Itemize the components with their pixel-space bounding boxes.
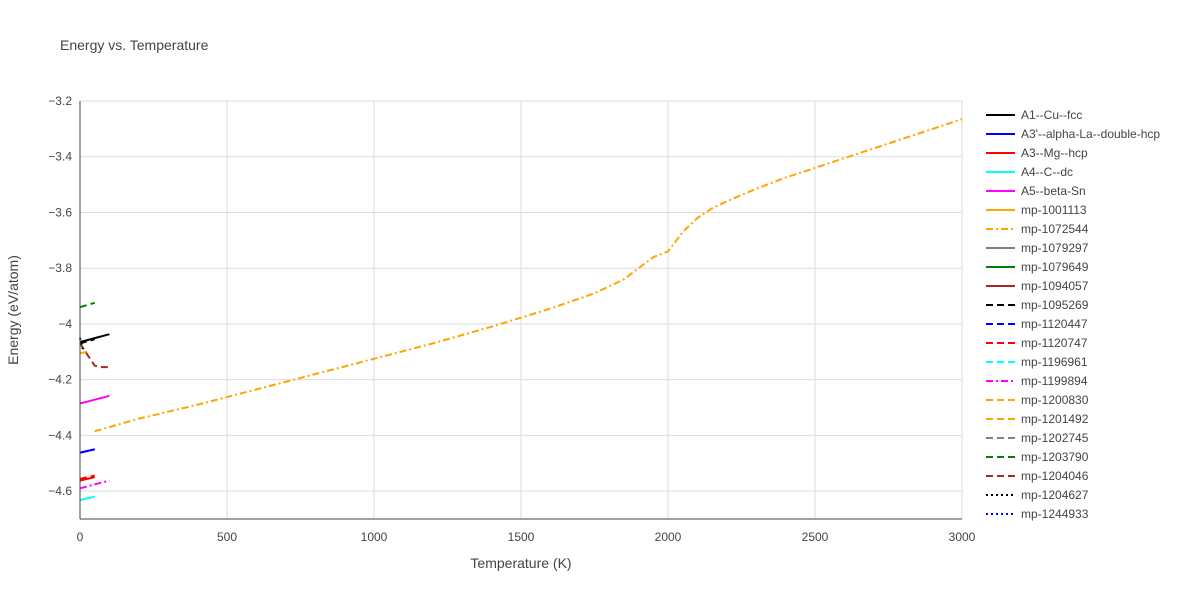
legend-item[interactable]: A3--Mg--hcp [986,146,1088,160]
series-line-A3--Mg--hcp[interactable] [79,476,95,482]
legend-label: A3'--alpha-La--double-hcp [1021,127,1160,141]
y-tick-label: −4.6 [48,484,72,498]
legend-label: mp-1204046 [1021,469,1089,483]
legend-label: mp-1094057 [1021,279,1089,293]
legend-label: mp-1202745 [1021,431,1089,445]
legend-label: mp-1204627 [1021,488,1089,502]
legend-label: mp-1095269 [1021,298,1089,312]
series-line-mp-1095269[interactable] [79,338,95,345]
series-line-mp-1120747[interactable] [79,474,95,480]
legend-label: mp-1120747 [1021,336,1088,350]
legend[interactable]: A1--Cu--fcc A3'--alpha-La--double-hcp A3--… [986,108,1160,521]
y-tick-label: −4.4 [48,428,72,442]
y-tick-label: −3.6 [48,205,72,219]
legend-label: A4--C--dc [1021,165,1073,179]
series-line-mp-1199894[interactable] [79,479,110,490]
y-tick-label: −3.4 [48,150,72,164]
y-tick-label: −4.2 [48,373,72,387]
legend-item[interactable]: A1--Cu--fcc [986,108,1082,122]
legend-item[interactable]: mp-1120747 [986,336,1088,350]
x-tick-label: 0 [77,530,84,544]
legend-item[interactable]: mp-1202745 [986,431,1089,445]
legend-label: mp-1200830 [1021,393,1089,407]
legend-label: mp-1120447 [1021,317,1088,331]
legend-item[interactable]: mp-1203790 [986,450,1089,464]
series-line-mp-1120447[interactable] [79,448,95,454]
legend-label: mp-1079649 [1021,260,1089,274]
y-tick-label: −3.2 [48,94,72,108]
series-line-mp-1204046[interactable] [79,342,110,369]
y-axis-label: Energy (eV/atom) [5,255,21,365]
legend-item[interactable]: mp-1200830 [986,393,1089,407]
legend-item[interactable]: mp-1094057 [986,279,1089,293]
legend-label: mp-1196961 [1021,355,1088,369]
legend-label: A1--Cu--fcc [1021,108,1082,122]
legend-label: mp-1199894 [1021,374,1088,388]
legend-item[interactable]: mp-1072544 [986,222,1089,236]
x-axis-label: Temperature (K) [470,555,571,571]
x-tick-label: 500 [217,530,237,544]
x-tick-label: 2000 [655,530,682,544]
legend-label: mp-1072544 [1021,222,1089,236]
legend-item[interactable]: mp-1095269 [986,298,1089,312]
chart-title: Energy vs. Temperature [60,37,209,53]
y-tick-label: −3.8 [48,261,72,275]
legend-label: A5--beta-Sn [1021,184,1086,198]
x-tick-label: 1500 [508,530,535,544]
legend-item[interactable]: mp-1001113 [986,203,1087,217]
legend-label: mp-1201492 [1021,412,1089,426]
plot-area[interactable] [79,118,963,502]
axes: 0 500 1000 1500 2000 2500 3000 −3.2 −3.4 −3.6 −3.8… [48,94,975,544]
x-tick-label: 1000 [361,530,388,544]
series-line-mp-1001113[interactable] [79,350,88,355]
legend-item[interactable]: mp-1204046 [986,469,1089,483]
series-line-A1--Cu--fcc[interactable] [79,333,110,343]
legend-label: mp-1203790 [1021,450,1089,464]
legend-label: mp-1244933 [1021,507,1089,521]
series-line-mp-1203790[interactable] [79,301,95,309]
legend-item[interactable]: mp-1244933 [986,507,1089,521]
x-tick-label: 2500 [802,530,829,544]
legend-label: mp-1001113 [1021,203,1087,217]
legend-label: mp-1079297 [1021,241,1089,255]
legend-item[interactable]: mp-1201492 [986,412,1089,426]
grid [80,100,963,519]
legend-item[interactable]: mp-1196961 [986,355,1088,369]
series-line-mp-1072544[interactable] [94,118,963,433]
legend-label: A3--Mg--hcp [1021,146,1088,160]
legend-item[interactable]: mp-1079649 [986,260,1089,274]
legend-item[interactable]: mp-1120447 [986,317,1088,331]
y-tick-label: −4 [58,317,72,331]
legend-item[interactable]: A4--C--dc [986,165,1073,179]
legend-item[interactable]: mp-1199894 [986,374,1088,388]
legend-item[interactable]: A3'--alpha-La--double-hcp [986,127,1160,141]
x-tick-label: 3000 [949,530,976,544]
legend-item[interactable]: A5--beta-Sn [986,184,1086,198]
legend-item[interactable]: mp-1079297 [986,241,1089,255]
legend-item[interactable]: mp-1204627 [986,488,1089,502]
series-line-A5--beta-Sn[interactable] [79,394,110,405]
series-line-A4--C--dc[interactable] [79,495,95,502]
